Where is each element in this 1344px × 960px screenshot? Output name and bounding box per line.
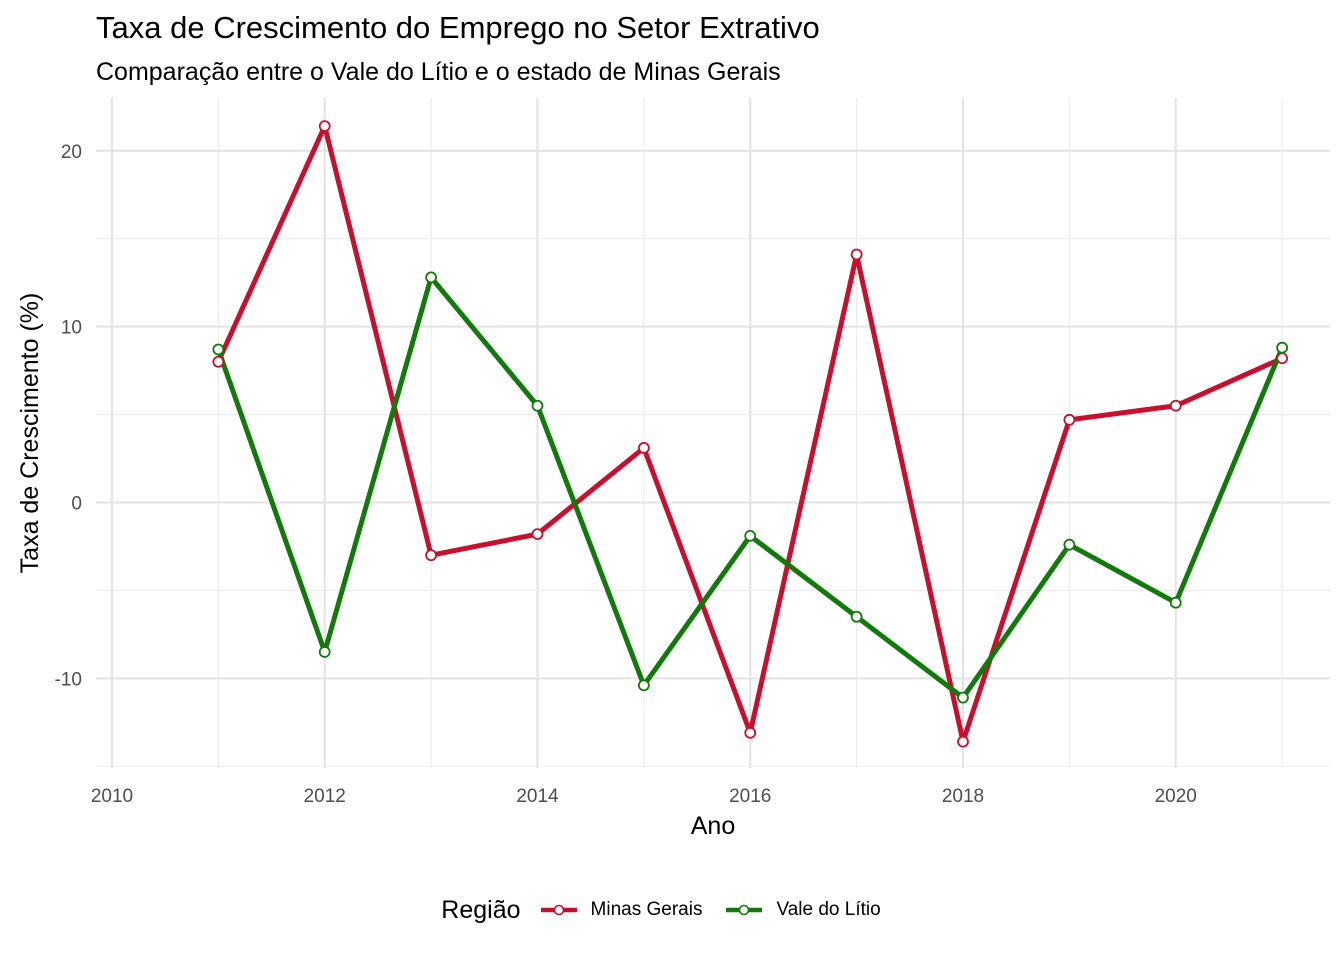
legend-key-minas-gerais [540,904,577,916]
data-point-minas-gerais [850,248,863,261]
x-tick-label: 2014 [516,786,559,807]
legend-key-vale-do-litio [726,904,763,916]
y-tick-label: 10 [61,318,82,339]
data-point-minas-gerais [318,120,331,133]
y-tick-label: 20 [61,142,82,163]
grid-minor [96,98,1330,768]
data-point-vale-do-litio [850,610,863,623]
data-point-vale-do-litio [957,691,969,704]
y-axis-ticks: -10 0 10 20 [55,142,82,691]
data-point-vale-do-litio [1169,596,1182,609]
legend-item-vale-do-litio: Vale do Lítio [724,899,881,921]
grid-major [96,98,1330,768]
x-tick-label: 2020 [1155,786,1197,807]
data-point-minas-gerais [744,726,757,739]
data-point-vale-do-litio [744,529,757,542]
x-axis-ticks: 2010 2012 2014 2016 2018 2020 [91,786,1197,807]
data-point-vale-do-litio [318,646,331,658]
legend-title: Região [441,895,521,924]
y-axis-title: Taxa de Crescimento (%) [16,293,44,574]
legend-item-minas-gerais: Minas Gerais [539,899,703,921]
data-point-minas-gerais [425,549,437,562]
chart-subtitle: Comparação entre o Vale do Lítio e o est… [96,58,781,86]
legend: Região Minas Gerais Vale do Lítio [0,890,1344,930]
data-point-vale-do-litio [212,343,225,356]
data-point-minas-gerais [212,355,225,368]
data-point-vale-do-litio [425,271,437,284]
x-tick-label: 2016 [729,786,771,807]
data-point-minas-gerais [957,735,969,748]
x-tick-label: 2010 [91,786,133,807]
data-point-vale-do-litio [531,399,544,412]
line-chart: -10 0 10 20 2010 2012 2014 2016 2018 2020 Ano Ta… [16,98,1330,840]
data-point-minas-gerais [1063,413,1076,426]
legend-label-minas-gerais: Minas Gerais [590,899,703,920]
y-tick-label: 0 [71,493,82,514]
data-point-vale-do-litio [1276,341,1289,354]
data-point-minas-gerais [1276,352,1289,365]
data-point-vale-do-litio [1063,538,1076,551]
series-points [212,120,1289,748]
x-tick-label: 2012 [304,786,346,807]
x-axis-title: Ano [691,812,735,840]
data-point-minas-gerais [1169,399,1182,412]
chart-title: Taxa de Crescimento do Emprego no Setor … [96,10,820,45]
legend-label-vale-do-litio: Vale do Lítio [776,899,881,920]
y-tick-label: -10 [55,669,82,690]
data-point-vale-do-litio [637,679,650,692]
data-point-minas-gerais [637,442,650,454]
data-point-minas-gerais [531,528,544,541]
x-tick-label: 2018 [942,786,984,807]
